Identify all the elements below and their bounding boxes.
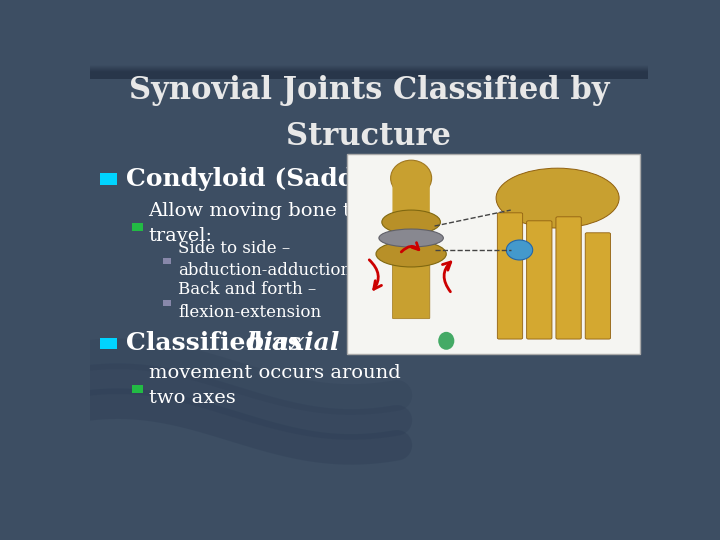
Bar: [90, 71, 648, 78]
Bar: [90, 69, 648, 76]
Bar: [90, 65, 648, 72]
Bar: [90, 70, 648, 77]
Bar: [90, 71, 648, 78]
Text: biaxial: biaxial: [246, 332, 340, 355]
Bar: [90, 71, 648, 78]
FancyArrowPatch shape: [401, 242, 419, 252]
Text: Back and forth –
flexion-extension: Back and forth – flexion-extension: [178, 281, 321, 321]
Bar: [90, 70, 648, 77]
Bar: [90, 69, 648, 76]
Bar: [90, 70, 648, 77]
Bar: [90, 66, 648, 73]
Bar: [90, 65, 648, 72]
Bar: [90, 71, 648, 78]
Bar: [90, 67, 648, 74]
Bar: [90, 68, 648, 75]
Bar: [90, 71, 648, 78]
Bar: [90, 68, 648, 75]
Bar: [90, 66, 648, 73]
Bar: [90, 68, 648, 75]
Bar: [90, 66, 648, 73]
FancyBboxPatch shape: [556, 217, 581, 339]
FancyBboxPatch shape: [132, 385, 143, 393]
Bar: [90, 66, 648, 73]
Bar: [90, 65, 648, 72]
FancyBboxPatch shape: [132, 223, 143, 231]
FancyBboxPatch shape: [498, 213, 523, 339]
Bar: [90, 68, 648, 75]
FancyBboxPatch shape: [100, 173, 117, 185]
Bar: [90, 67, 648, 73]
Bar: [90, 69, 648, 75]
Bar: [90, 69, 648, 76]
Bar: [90, 67, 648, 74]
Bar: [90, 66, 648, 73]
FancyArrowPatch shape: [443, 262, 451, 292]
Bar: [90, 65, 648, 72]
Bar: [90, 71, 648, 78]
FancyBboxPatch shape: [163, 258, 171, 265]
Text: Synovial Joints Classified by: Synovial Joints Classified by: [129, 75, 609, 106]
Ellipse shape: [376, 241, 446, 267]
Bar: [90, 69, 648, 76]
Bar: [90, 69, 648, 76]
Text: Structure: Structure: [287, 121, 451, 152]
Bar: [90, 68, 648, 75]
Ellipse shape: [438, 332, 454, 350]
Bar: [90, 69, 648, 76]
Bar: [90, 71, 648, 78]
Text: Condyloid (Saddle) joints: Condyloid (Saddle) joints: [126, 167, 480, 191]
Ellipse shape: [496, 168, 619, 228]
Text: movement occurs around
two axes: movement occurs around two axes: [148, 364, 400, 407]
FancyBboxPatch shape: [526, 221, 552, 339]
Bar: [90, 72, 648, 78]
Text: d  Condyloid joint: d Condyloid joint: [458, 335, 575, 348]
Bar: [90, 70, 648, 77]
Bar: [90, 70, 648, 77]
Ellipse shape: [391, 160, 431, 196]
Bar: [90, 68, 648, 75]
Bar: [90, 65, 648, 72]
Bar: [90, 66, 648, 73]
Ellipse shape: [506, 240, 533, 260]
Bar: [90, 67, 648, 74]
Text: Allow moving bone to
travel:: Allow moving bone to travel:: [148, 202, 363, 245]
Bar: [90, 71, 648, 78]
Bar: [90, 65, 648, 72]
Text: Side to side –
abduction-adduction: Side to side – abduction-adduction: [178, 240, 351, 279]
Bar: [90, 66, 648, 73]
FancyBboxPatch shape: [100, 338, 117, 349]
Ellipse shape: [379, 229, 444, 247]
Bar: [90, 66, 648, 73]
Bar: [90, 69, 648, 76]
Bar: [90, 70, 648, 77]
Bar: [90, 70, 648, 77]
Bar: [90, 65, 648, 72]
Bar: [90, 69, 648, 76]
FancyBboxPatch shape: [392, 173, 430, 219]
FancyBboxPatch shape: [392, 249, 430, 319]
Bar: [90, 67, 648, 74]
FancyBboxPatch shape: [163, 300, 171, 306]
FancyBboxPatch shape: [347, 154, 639, 354]
Text: Classified as: Classified as: [126, 332, 311, 355]
Bar: [90, 68, 648, 75]
Bar: [90, 65, 648, 72]
Bar: [90, 68, 648, 75]
Bar: [90, 68, 648, 75]
FancyArrowPatch shape: [369, 260, 382, 289]
Bar: [90, 70, 648, 77]
Bar: [90, 71, 648, 78]
Ellipse shape: [382, 210, 441, 234]
FancyBboxPatch shape: [585, 233, 611, 339]
Bar: [90, 66, 648, 73]
Bar: [90, 70, 648, 77]
Bar: [90, 70, 648, 76]
